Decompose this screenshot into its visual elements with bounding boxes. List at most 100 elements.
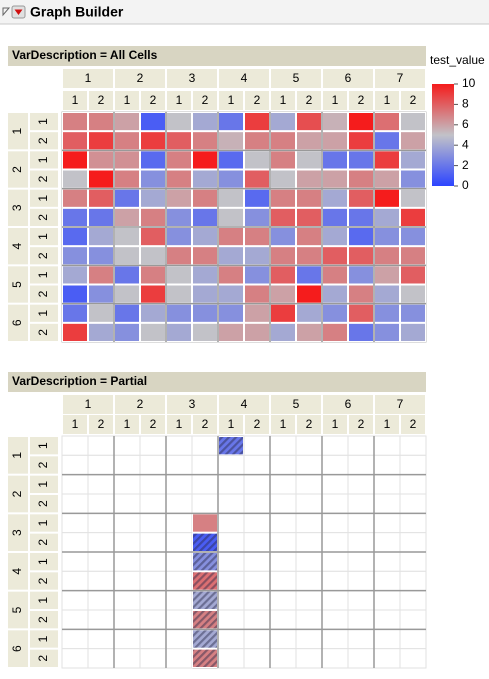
legend-title: test_value bbox=[430, 53, 485, 67]
row-subgroup-label: 2 bbox=[36, 290, 50, 297]
colorbar-tick-label: 10 bbox=[462, 76, 476, 90]
heat-cell bbox=[114, 188, 140, 208]
heat-cell bbox=[140, 112, 166, 132]
empty-cell bbox=[165, 570, 193, 592]
empty-cell bbox=[347, 551, 375, 572]
empty-cell bbox=[165, 435, 193, 456]
empty-cell bbox=[87, 590, 115, 611]
row-group-header bbox=[8, 437, 28, 474]
empty-cell bbox=[139, 493, 167, 514]
empty-cell bbox=[165, 454, 193, 476]
heat-cell bbox=[166, 188, 192, 208]
heat-cell bbox=[88, 303, 114, 323]
heat-cell bbox=[140, 169, 166, 189]
empty-cell bbox=[243, 551, 271, 572]
empty-cell bbox=[139, 609, 167, 630]
column-group-label: 6 bbox=[345, 397, 352, 411]
row-group-label: 3 bbox=[10, 529, 24, 536]
column-subgroup-header bbox=[349, 415, 373, 434]
column-group-label: 5 bbox=[293, 71, 300, 85]
heat-cell bbox=[244, 246, 270, 266]
empty-cell bbox=[61, 493, 89, 514]
heat-cell bbox=[296, 207, 322, 227]
empty-cell bbox=[139, 590, 167, 611]
hatch-overlay bbox=[219, 437, 243, 455]
column-subgroup-label: 2 bbox=[254, 93, 261, 107]
heat-cell bbox=[348, 246, 374, 266]
column-group-label: 2 bbox=[137, 397, 144, 411]
empty-cell bbox=[113, 628, 141, 650]
heat-cell bbox=[114, 246, 140, 266]
empty-cell bbox=[295, 648, 323, 669]
row-subgroup-header bbox=[30, 649, 58, 667]
row-group-label: 3 bbox=[10, 204, 24, 211]
heat-cell bbox=[62, 227, 88, 247]
row-subgroup-header bbox=[30, 572, 58, 590]
heat-cell bbox=[374, 169, 400, 189]
empty-cell bbox=[165, 512, 193, 534]
empty-cell bbox=[113, 551, 141, 572]
empty-cell bbox=[295, 532, 323, 553]
heat-cell bbox=[296, 322, 322, 343]
heat-cell bbox=[400, 265, 426, 285]
heat-cell bbox=[140, 188, 166, 208]
empty-cell bbox=[347, 628, 375, 650]
heat-cell bbox=[322, 303, 348, 323]
heat-cell bbox=[62, 131, 88, 151]
empty-cell bbox=[61, 435, 89, 456]
column-group-header bbox=[115, 395, 165, 414]
heat-cell bbox=[62, 322, 88, 343]
row-subgroup-header bbox=[30, 475, 58, 493]
heat-cell bbox=[322, 284, 348, 304]
column-subgroup-label: 2 bbox=[150, 93, 157, 107]
column-subgroup-header bbox=[167, 91, 191, 110]
heat-cell bbox=[218, 227, 244, 247]
empty-cell bbox=[61, 628, 89, 650]
column-subgroup-label: 2 bbox=[358, 417, 365, 431]
column-subgroup-label: 2 bbox=[202, 417, 209, 431]
empty-cell bbox=[113, 493, 141, 514]
row-subgroup-header bbox=[30, 228, 58, 246]
empty-cell bbox=[269, 493, 297, 514]
heat-cell bbox=[88, 246, 114, 266]
heat-cell bbox=[218, 207, 244, 227]
empty-cell bbox=[165, 551, 193, 572]
heat-cell bbox=[374, 150, 400, 170]
row-subgroup-header bbox=[30, 266, 58, 284]
heat-cell bbox=[62, 265, 88, 285]
empty-cell bbox=[347, 493, 375, 514]
empty-cell bbox=[165, 493, 193, 514]
heat-cell bbox=[270, 322, 296, 343]
empty-cell bbox=[113, 474, 141, 495]
collapse-icon[interactable] bbox=[2, 7, 11, 17]
heat-cell bbox=[192, 513, 218, 533]
heat-cell bbox=[192, 227, 218, 247]
row-subgroup-header bbox=[30, 495, 58, 513]
heat-cell bbox=[348, 227, 374, 247]
column-subgroup-label: 2 bbox=[202, 93, 209, 107]
heat-cell bbox=[374, 112, 400, 132]
heat-cell bbox=[400, 169, 426, 189]
heat-cell bbox=[88, 112, 114, 132]
heat-cell bbox=[374, 227, 400, 247]
row-subgroup-label: 2 bbox=[36, 539, 50, 546]
heat-cell bbox=[192, 284, 218, 304]
empty-cell bbox=[165, 532, 193, 553]
heat-cell bbox=[192, 112, 218, 132]
heat-cell bbox=[244, 131, 270, 151]
column-group-header bbox=[375, 69, 425, 88]
heat-cell bbox=[62, 284, 88, 304]
column-subgroup-header bbox=[245, 91, 269, 110]
heat-cell bbox=[88, 265, 114, 285]
row-subgroup-header bbox=[30, 208, 58, 226]
heat-cell bbox=[192, 265, 218, 285]
empty-cell bbox=[191, 435, 219, 456]
heat-cell bbox=[400, 227, 426, 247]
colorbar-tick-label: 8 bbox=[462, 97, 469, 111]
empty-cell bbox=[269, 628, 297, 650]
header-bar bbox=[0, 0, 489, 24]
column-subgroup-header bbox=[115, 91, 139, 110]
column-subgroup-header bbox=[115, 415, 139, 434]
heat-cell bbox=[166, 227, 192, 247]
row-group-label: 5 bbox=[10, 281, 24, 288]
